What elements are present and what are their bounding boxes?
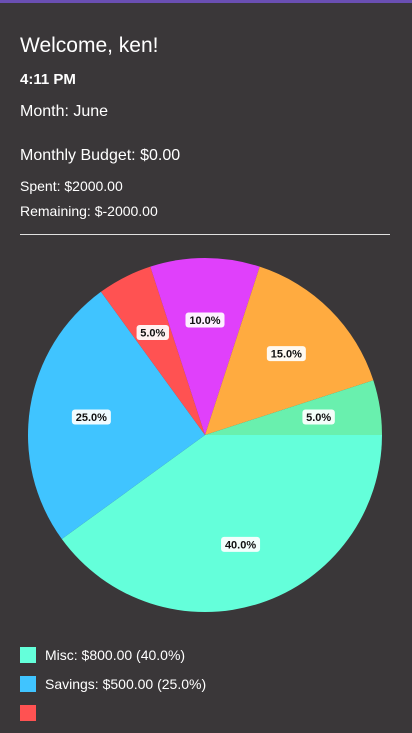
pie-slice-1[interactable]: [61, 435, 383, 612]
welcome-heading: Welcome, ken!: [20, 34, 159, 57]
pie-label-5: 15.0%: [271, 349, 302, 361]
legend-item-partial[interactable]: [20, 704, 400, 722]
spending-pie-chart[interactable]: 40.0% 25.0% 5.0% 10.0% 15.0% 5.0%: [0, 0, 412, 640]
legend-label: Savings: $500.00 (25.0%): [45, 676, 207, 692]
pie-label-6: 5.0%: [306, 412, 331, 424]
legend-item-savings[interactable]: Savings: $500.00 (25.0%): [20, 675, 400, 693]
legend-label: Misc: $800.00 (40.0%): [45, 647, 186, 663]
app-top-bar: [0, 0, 412, 3]
current-time: 4:11 PM: [20, 71, 76, 88]
pie-slice-4[interactable]: [150, 258, 260, 435]
pie-label-background: [185, 312, 225, 328]
legend-swatch: [20, 647, 36, 663]
pie-label-1: 40.0%: [225, 539, 256, 551]
divider: [20, 234, 390, 235]
pie-label-background: [302, 409, 335, 425]
pie-label-background: [136, 324, 169, 340]
pie-label-2: 25.0%: [76, 412, 107, 424]
legend-item-misc[interactable]: Misc: $800.00 (40.0%): [20, 646, 400, 664]
chart-legend: Misc: $800.00 (40.0%) Savings: $500.00 (…: [20, 646, 400, 733]
legend-swatch: [20, 705, 36, 721]
pie-label-4: 10.0%: [189, 315, 220, 327]
pie-slice-6[interactable]: [205, 380, 382, 435]
pie-slice-3[interactable]: [100, 266, 205, 435]
pie-label-background: [71, 409, 111, 425]
pie-label-background: [221, 536, 261, 552]
pie-label-background: [266, 346, 306, 362]
remaining-amount: Remaining: $-2000.00: [20, 203, 158, 219]
pie-slice-2[interactable]: [28, 291, 206, 540]
current-month: Month: June: [20, 103, 109, 120]
spent-amount: Spent: $2000.00: [20, 178, 123, 194]
monthly-budget: Monthly Budget: $0.00: [20, 147, 181, 164]
legend-swatch: [20, 676, 36, 692]
pie-label-3: 5.0%: [140, 327, 165, 339]
